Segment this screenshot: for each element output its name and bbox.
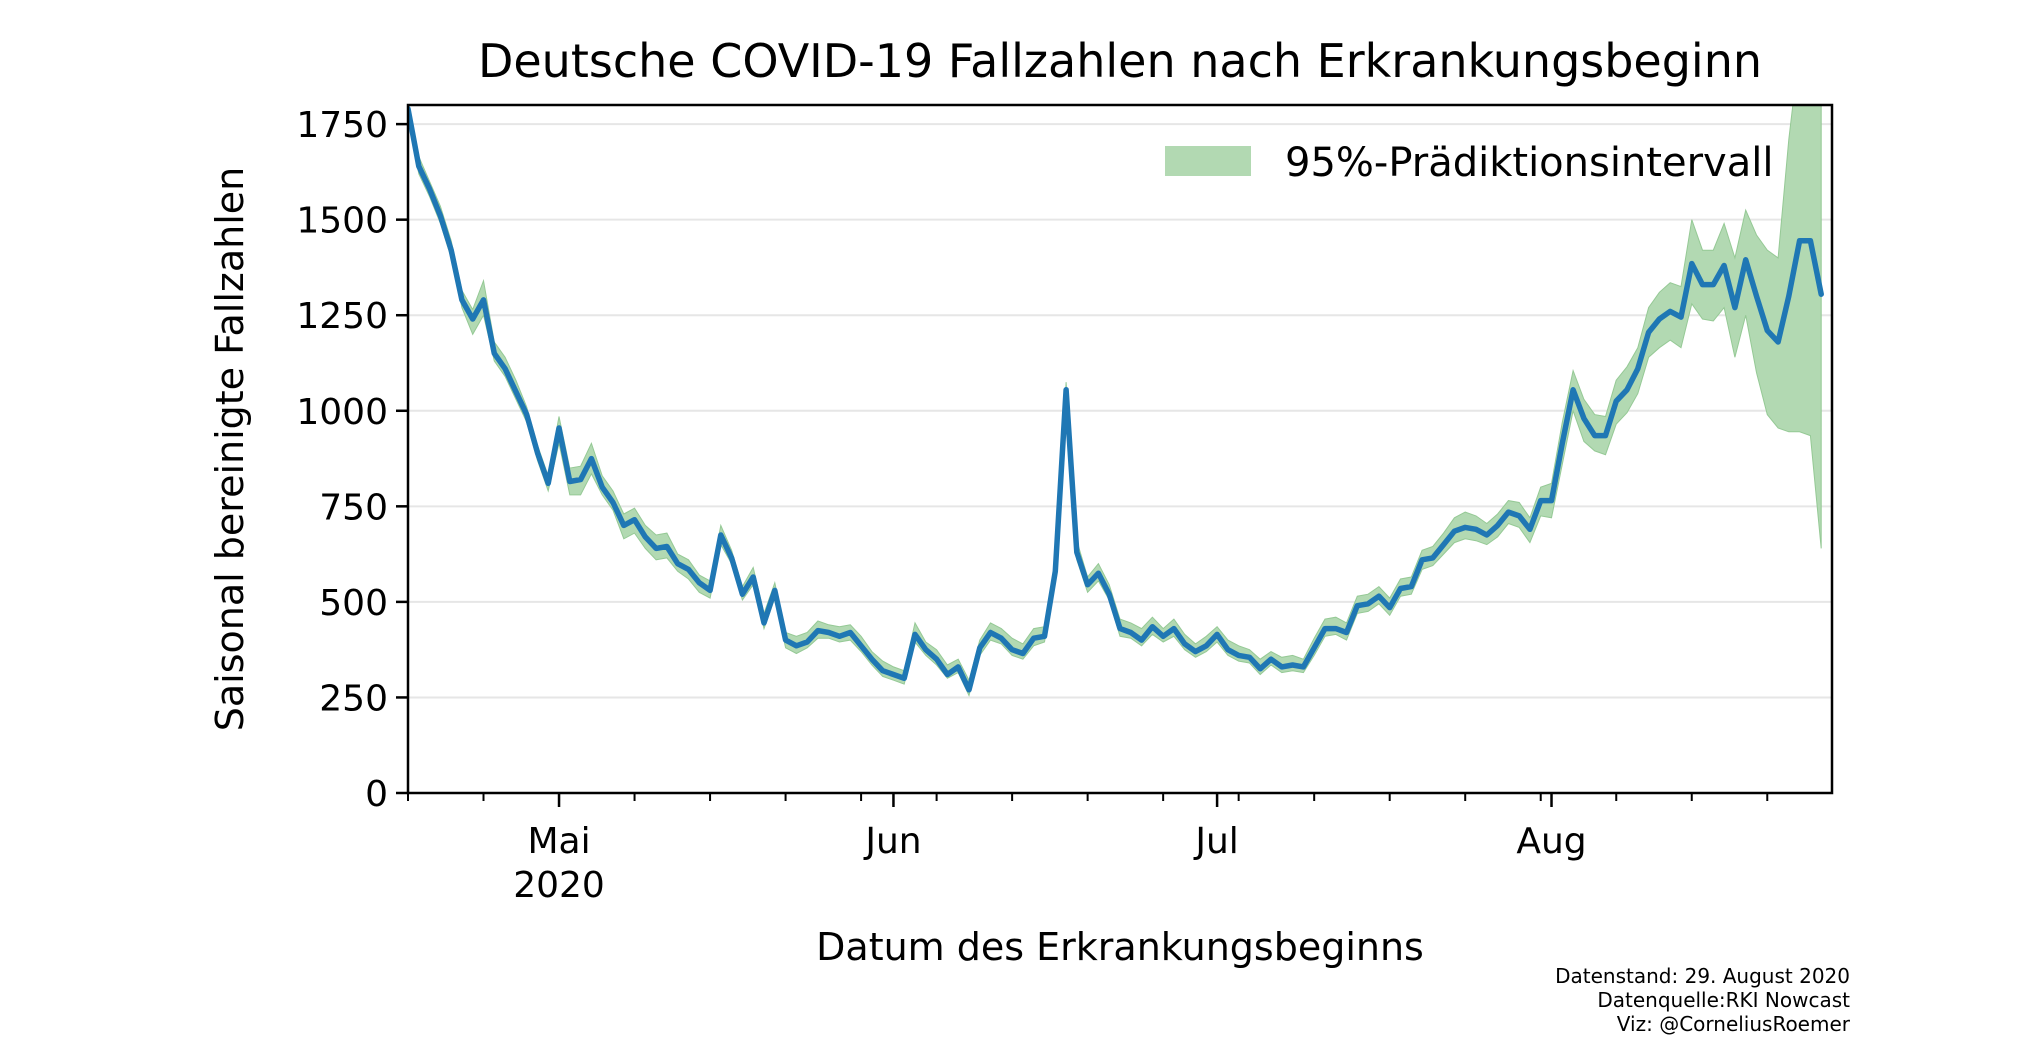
x-tick-label-aug: Aug — [1516, 821, 1586, 862]
x-axis-label: Datum des Erkrankungsbeginns — [816, 925, 1424, 969]
grid-lines — [408, 123, 1832, 699]
y-axis-label: Saisonal bereinigte Fallzahlen — [208, 167, 252, 731]
footnote-data-source: Datenquelle:RKI Nowcast — [1597, 988, 1850, 1012]
prediction-interval-band — [408, 105, 1822, 697]
footnote-viz-credit: Viz: @CorneliusRoemer — [1617, 1012, 1851, 1036]
y-tick-label-1250: 1250 — [296, 296, 388, 337]
case-series-line — [408, 106, 1824, 693]
x-tick-label-jun: Jun — [863, 821, 921, 862]
y-tick-label-0: 0 — [365, 774, 388, 815]
y-tick-label-1000: 1000 — [296, 392, 388, 433]
plot-frame — [406, 103, 1834, 795]
legend: 95%-Prädiktionsintervall — [1165, 140, 1773, 186]
y-tick-label-500: 500 — [319, 583, 388, 624]
x-tick-label-mai: Mai — [527, 821, 590, 862]
footnote-data-date: Datenstand: 29. August 2020 — [1555, 964, 1850, 988]
chart-title: Deutsche COVID-19 Fallzahlen nach Erkran… — [478, 34, 1762, 88]
x-tick-label-jul: Jul — [1193, 821, 1238, 862]
y-tick-label-750: 750 — [319, 487, 388, 528]
y-tick-label-250: 250 — [319, 678, 388, 719]
legend-swatch-band — [1165, 146, 1251, 176]
x-tick-sublabel-2020: 2020 — [513, 865, 605, 906]
y-tick-label-1500: 1500 — [296, 201, 388, 242]
case-series-line-group — [408, 106, 1824, 693]
prediction-interval-band-group — [408, 105, 1822, 697]
legend-label-band: 95%-Prädiktionsintervall — [1285, 140, 1773, 186]
y-axis-ticks: 0 250 500 750 1000 1250 1500 1750 — [296, 105, 408, 815]
y-tick-label-1750: 1750 — [296, 105, 388, 146]
footnote: Datenstand: 29. August 2020 Datenquelle:… — [1555, 964, 1851, 1036]
